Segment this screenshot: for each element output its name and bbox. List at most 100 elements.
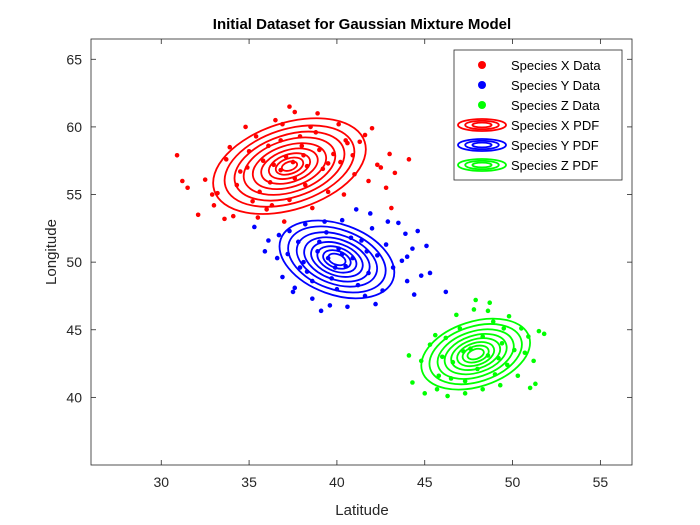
data-point [174,153,180,158]
pdf-contour [456,341,496,368]
data-point [350,153,356,158]
data-point [274,255,280,261]
data-point [266,238,271,243]
data-point [527,385,533,391]
data-point [195,212,201,218]
data-point [443,335,449,341]
data-point [285,251,291,257]
data-point [380,288,385,293]
pdf-contour [278,219,396,300]
data-point [343,263,348,269]
data-point [369,226,375,231]
x-tick-label: 40 [329,474,345,490]
y-tick-label: 50 [66,254,82,270]
data-point [234,182,240,188]
data-point [448,376,454,381]
data-point [287,197,292,203]
data-point [257,189,262,195]
x-tick-label: 35 [241,474,257,490]
data-point [462,391,468,396]
data-point [324,230,329,235]
data-point [325,161,331,166]
x-tick-label: 45 [417,474,433,490]
data-point [304,269,310,274]
data-point [439,354,445,360]
data-point [399,258,405,264]
data-point [271,162,276,168]
data-point [336,246,341,251]
legend-label: Species Z PDF [511,158,598,173]
y-tick-label: 45 [66,322,82,338]
data-point [522,350,528,356]
data-point [269,203,275,208]
pdf-contour [223,124,356,208]
pdf-contour [274,156,305,176]
series-points-2 [406,297,547,399]
data-point [262,249,268,254]
data-point [512,347,517,353]
data-point [404,278,410,284]
data-point [366,178,371,184]
data-point [295,239,301,245]
data-point [287,228,292,234]
data-point [387,151,392,157]
data-point [283,154,289,159]
pdf-contour [466,347,485,361]
data-point [519,326,524,331]
data-point [418,273,424,278]
legend: Species X Data Species Y Data Species Z Da… [453,49,623,181]
legend-label: Species Z Data [511,98,601,113]
data-point [375,162,380,168]
data-point [404,254,410,260]
data-point [526,334,531,339]
data-point [375,253,380,258]
data-point [227,144,233,150]
data-point [353,207,359,212]
data-point [345,304,350,310]
data-point [373,301,378,307]
data-point [253,134,259,139]
data-point [497,382,503,388]
data-point [230,213,236,219]
data-point [536,328,542,334]
axes-box [90,38,633,466]
data-point [378,165,384,170]
data-point [325,255,331,261]
y-tick-label: 55 [66,187,82,203]
pdf-contour [443,333,508,376]
data-point [297,134,303,139]
pdf-contour [287,225,387,294]
data-point [462,378,468,384]
data-point [290,159,296,165]
data-point [454,312,459,318]
legend-marker-ellipse [471,161,493,169]
data-point [310,296,315,301]
pdf-contour [310,241,364,278]
data-point [301,259,306,265]
legend-marker-ellipse [464,139,500,151]
data-layer [174,104,547,399]
data-point [339,217,345,223]
legend-marker-ellipse [457,158,507,172]
data-point [492,372,498,377]
y-tick-label: 40 [66,389,82,405]
series-points-1 [252,207,449,314]
pdf-contour [428,323,523,386]
data-point [211,203,217,208]
data-point [276,232,282,238]
data-point [424,243,429,249]
data-point [348,235,354,241]
data-point [410,246,415,251]
data-point [434,386,440,392]
data-point [396,220,401,226]
data-point [504,362,510,368]
legend-label: Species Y Data [511,78,601,93]
data-point [266,143,271,149]
data-point [301,153,306,158]
data-point [334,286,340,292]
data-point [243,124,248,130]
data-point [418,358,424,364]
y-tick-label: 65 [66,51,82,67]
data-point [245,165,250,170]
